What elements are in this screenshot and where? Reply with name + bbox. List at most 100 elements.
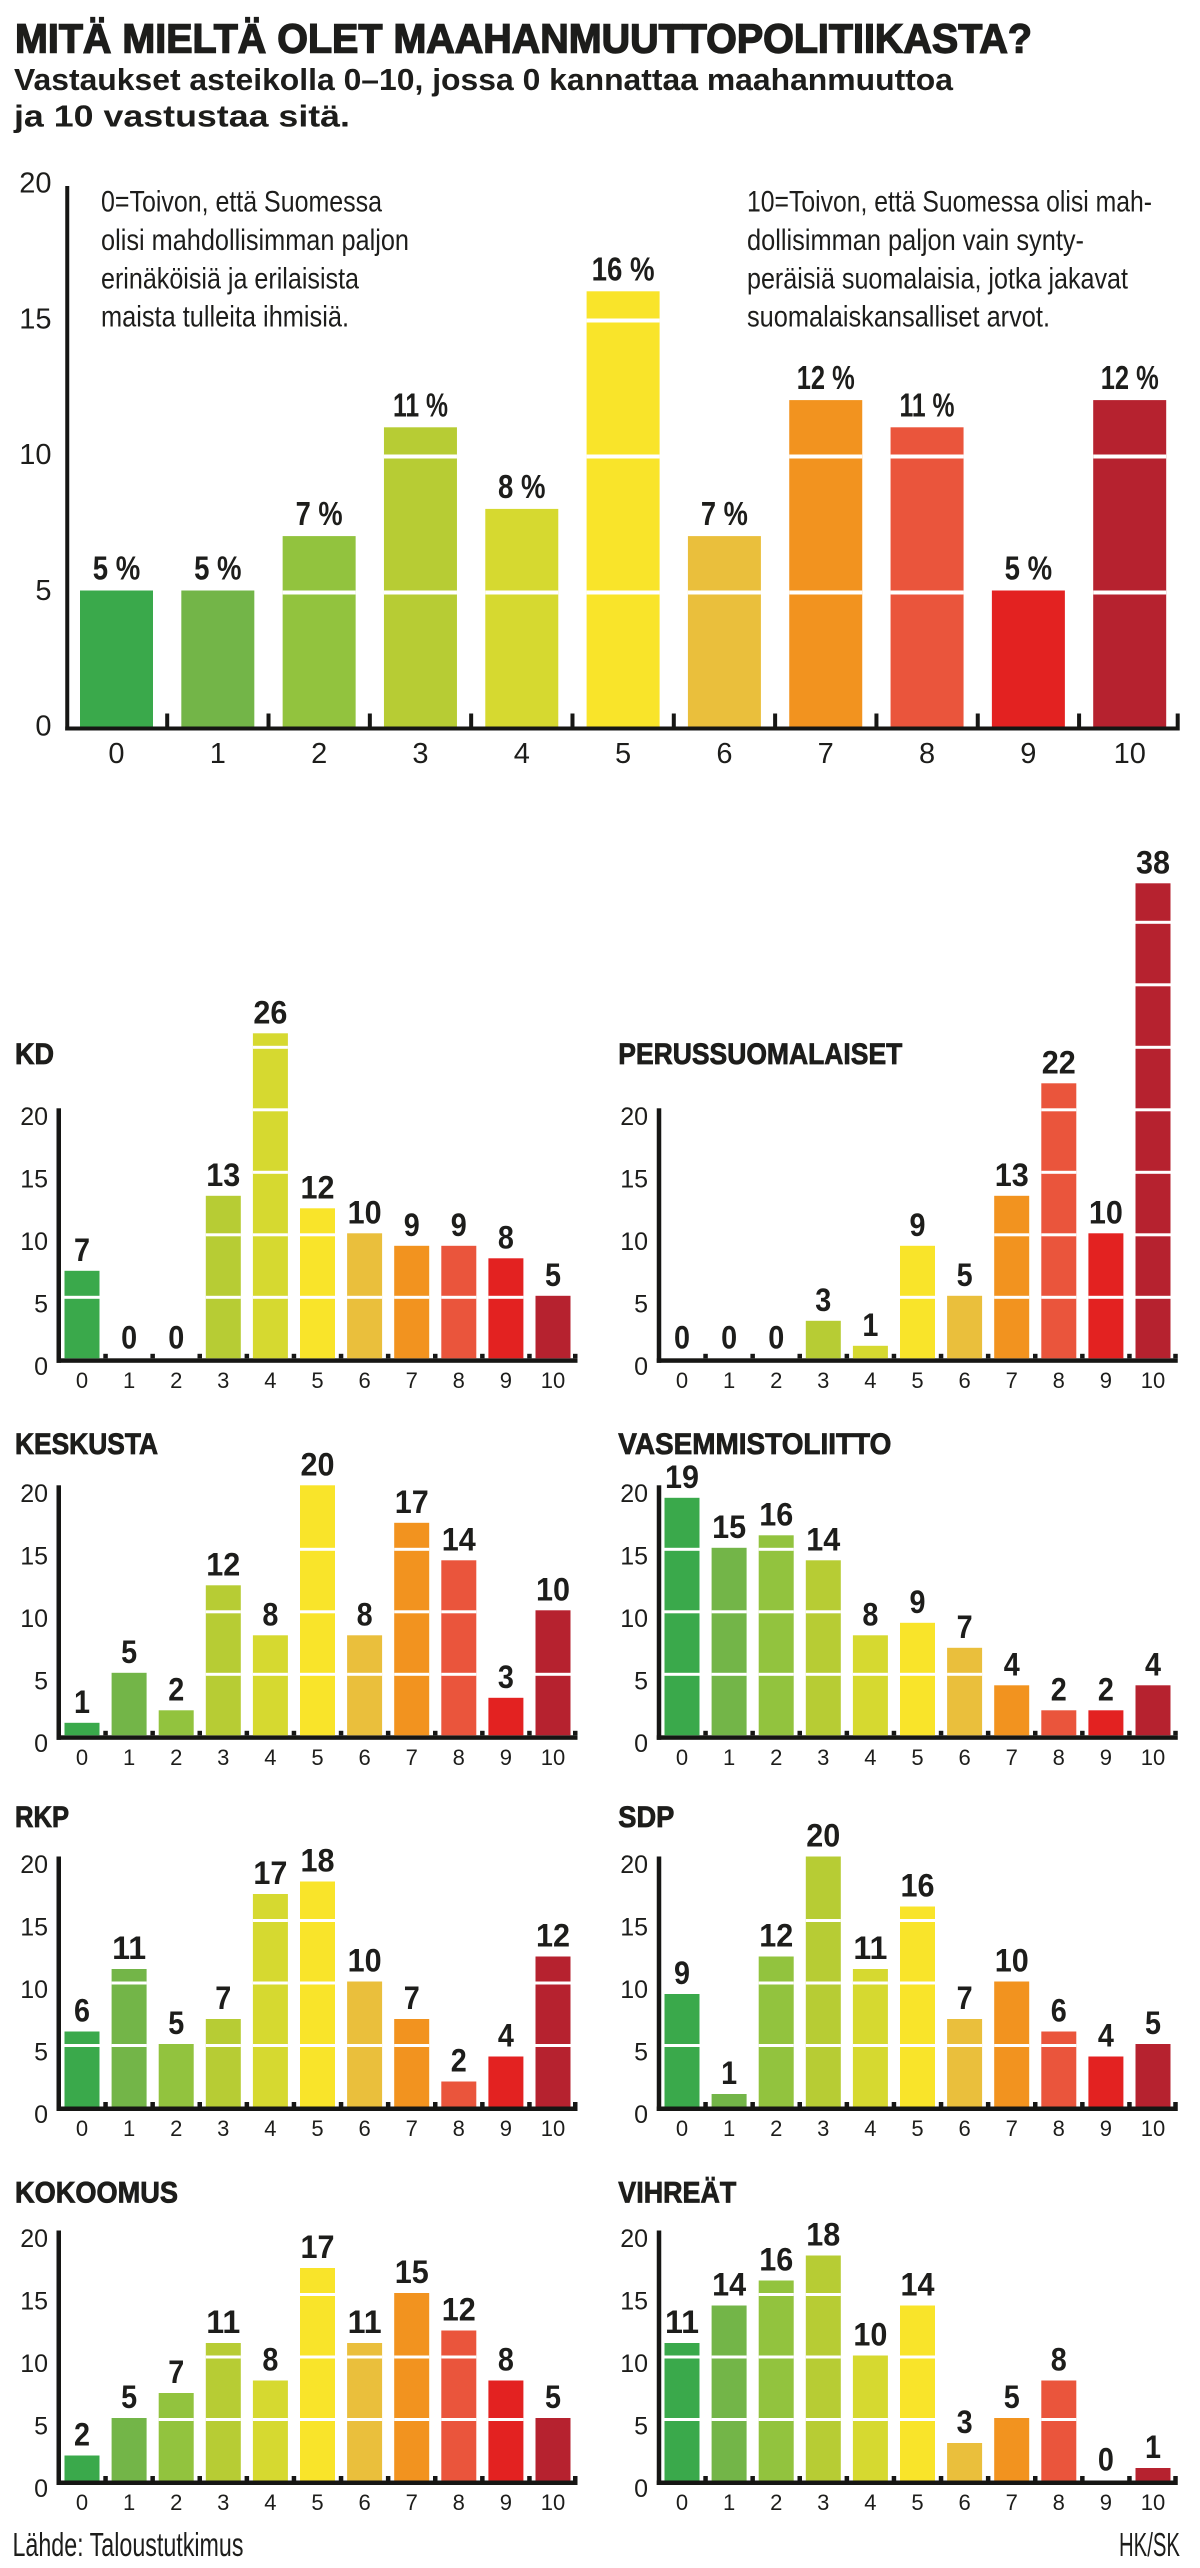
svg-text:15: 15 xyxy=(20,1165,48,1193)
svg-text:3: 3 xyxy=(412,738,428,770)
svg-text:8: 8 xyxy=(453,1745,465,1770)
svg-text:5: 5 xyxy=(957,1257,973,1293)
svg-text:0: 0 xyxy=(168,1319,184,1355)
svg-text:0: 0 xyxy=(768,1319,784,1355)
svg-text:0: 0 xyxy=(634,1353,648,1381)
svg-text:15: 15 xyxy=(20,2288,48,2316)
svg-text:maista tulleita ihmisiä.: maista tulleita ihmisiä. xyxy=(101,301,349,334)
svg-text:5: 5 xyxy=(34,2413,48,2441)
svg-text:11: 11 xyxy=(348,2304,382,2340)
svg-text:1: 1 xyxy=(1145,2429,1161,2465)
svg-text:10: 10 xyxy=(20,2350,48,2378)
svg-text:10: 10 xyxy=(1141,1745,1165,1770)
svg-text:1: 1 xyxy=(123,1368,135,1393)
svg-text:8: 8 xyxy=(1051,2342,1067,2378)
svg-text:5: 5 xyxy=(1145,2005,1161,2041)
svg-text:10: 10 xyxy=(541,1745,565,1770)
svg-text:14: 14 xyxy=(712,2267,746,2303)
svg-text:1: 1 xyxy=(721,2055,737,2091)
svg-text:SDP: SDP xyxy=(618,1801,674,1834)
svg-text:15: 15 xyxy=(19,303,51,335)
svg-text:7: 7 xyxy=(406,2490,418,2515)
svg-text:5: 5 xyxy=(311,2116,323,2141)
svg-text:9: 9 xyxy=(1100,2490,1112,2515)
svg-text:4: 4 xyxy=(264,1368,276,1393)
svg-text:20: 20 xyxy=(806,1818,840,1854)
svg-text:14: 14 xyxy=(806,1521,840,1557)
svg-text:9: 9 xyxy=(910,1207,926,1243)
svg-text:9: 9 xyxy=(451,1207,467,1243)
svg-text:0: 0 xyxy=(721,1319,737,1355)
svg-text:11: 11 xyxy=(112,1930,146,1966)
svg-text:5: 5 xyxy=(911,2116,923,2141)
svg-text:4: 4 xyxy=(864,1745,876,1770)
svg-text:8 %: 8 % xyxy=(498,468,546,505)
svg-text:10: 10 xyxy=(348,1943,382,1979)
svg-text:11 %: 11 % xyxy=(393,386,448,423)
svg-text:0: 0 xyxy=(76,1368,88,1393)
svg-text:suomalaiskansalliset arvot.: suomalaiskansalliset arvot. xyxy=(747,301,1050,334)
svg-text:0: 0 xyxy=(34,1353,48,1381)
svg-text:2: 2 xyxy=(170,2490,182,2515)
svg-text:KOKOOMUS: KOKOOMUS xyxy=(15,2176,178,2209)
svg-text:8: 8 xyxy=(262,1596,278,1632)
svg-text:5 %: 5 % xyxy=(194,550,242,587)
svg-text:5 %: 5 % xyxy=(93,550,141,587)
svg-text:6: 6 xyxy=(358,1368,370,1393)
svg-text:7: 7 xyxy=(818,738,834,770)
svg-text:7: 7 xyxy=(406,1368,418,1393)
svg-text:3: 3 xyxy=(817,1745,829,1770)
svg-text:11: 11 xyxy=(665,2304,699,2340)
svg-text:9: 9 xyxy=(500,2116,512,2141)
svg-text:4: 4 xyxy=(864,1368,876,1393)
svg-text:10: 10 xyxy=(541,2116,565,2141)
svg-text:10: 10 xyxy=(20,1605,48,1633)
svg-text:9: 9 xyxy=(500,1745,512,1770)
svg-text:10: 10 xyxy=(541,1368,565,1393)
svg-text:5: 5 xyxy=(34,1667,48,1695)
svg-text:3: 3 xyxy=(217,1745,229,1770)
svg-text:9: 9 xyxy=(500,2490,512,2515)
svg-text:9: 9 xyxy=(910,1584,926,1620)
svg-text:10: 10 xyxy=(536,1571,570,1607)
svg-text:10: 10 xyxy=(1114,738,1146,770)
svg-text:3: 3 xyxy=(815,1282,831,1318)
svg-text:1: 1 xyxy=(123,2490,135,2515)
svg-text:5: 5 xyxy=(545,2379,561,2415)
svg-text:4: 4 xyxy=(1145,1646,1161,1682)
svg-text:HK/SK: HK/SK xyxy=(1119,2526,1180,2563)
svg-text:3: 3 xyxy=(217,2116,229,2141)
svg-text:20: 20 xyxy=(620,1103,648,1131)
svg-text:8: 8 xyxy=(453,2116,465,2141)
svg-text:2: 2 xyxy=(770,2116,782,2141)
svg-text:2: 2 xyxy=(311,738,327,770)
svg-text:10: 10 xyxy=(1141,2490,1165,2515)
svg-text:peräisiä suomalaisia, jotka ja: peräisiä suomalaisia, jotka jakavat xyxy=(747,262,1129,295)
svg-text:4: 4 xyxy=(864,2116,876,2141)
svg-text:0: 0 xyxy=(676,2116,688,2141)
svg-text:6: 6 xyxy=(716,738,732,770)
svg-text:4: 4 xyxy=(1098,2018,1114,2054)
svg-text:2: 2 xyxy=(170,2116,182,2141)
svg-text:12: 12 xyxy=(442,2292,476,2328)
svg-text:10: 10 xyxy=(20,1228,48,1256)
svg-text:0: 0 xyxy=(634,2475,648,2503)
svg-text:10: 10 xyxy=(1089,1194,1123,1230)
svg-text:10: 10 xyxy=(541,2490,565,2515)
svg-text:4: 4 xyxy=(264,2490,276,2515)
svg-text:13: 13 xyxy=(206,1157,240,1193)
svg-text:8: 8 xyxy=(1053,2116,1065,2141)
svg-text:8: 8 xyxy=(1053,1745,1065,1770)
svg-text:5: 5 xyxy=(615,738,631,770)
svg-text:10: 10 xyxy=(348,1194,382,1230)
svg-text:1: 1 xyxy=(723,1745,735,1770)
svg-text:7: 7 xyxy=(1006,2116,1018,2141)
svg-text:6: 6 xyxy=(358,2116,370,2141)
svg-text:10: 10 xyxy=(1141,2116,1165,2141)
svg-text:13: 13 xyxy=(995,1157,1029,1193)
svg-text:0: 0 xyxy=(35,711,51,743)
svg-text:7: 7 xyxy=(1006,1745,1018,1770)
svg-text:10: 10 xyxy=(995,1943,1029,1979)
svg-text:7: 7 xyxy=(74,1232,90,1268)
svg-text:18: 18 xyxy=(806,2217,840,2253)
